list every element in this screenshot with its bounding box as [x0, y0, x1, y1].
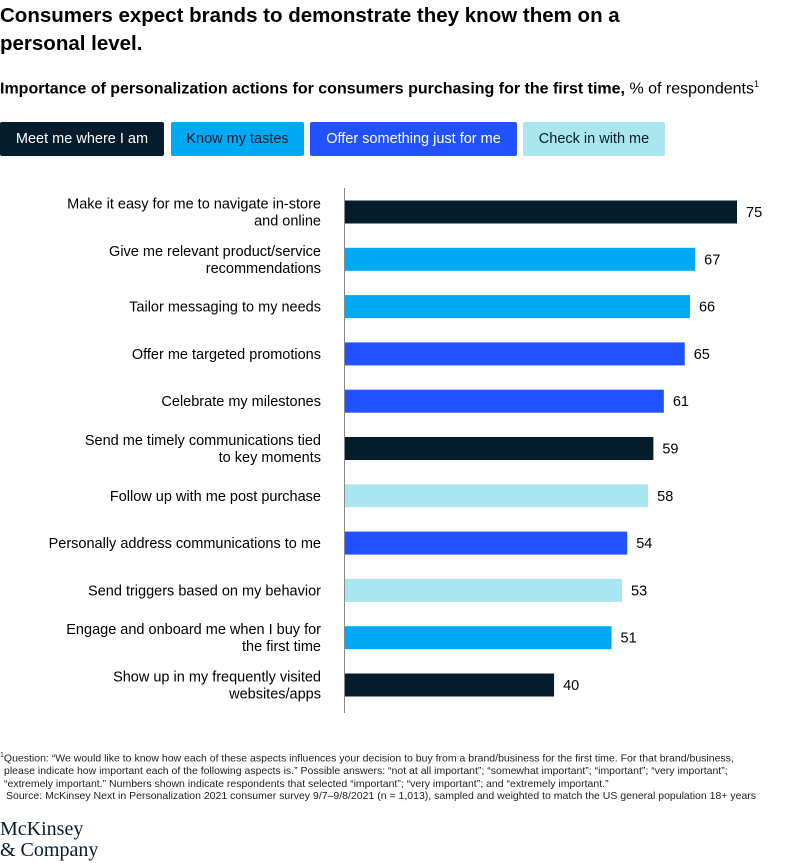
value-label-7: 54: [636, 536, 652, 552]
bar-chart: 75 Make it easy for me to navigate in-sto…: [49, 188, 763, 713]
value-label-4: 61: [673, 394, 689, 410]
category-label-9: Engage and onboard me when I buy for the …: [66, 622, 321, 655]
bar-3: [345, 342, 685, 366]
bar-10: [345, 673, 555, 697]
logo-line-1: McKinsey: [0, 818, 84, 840]
category-label-7: Personally address communications to me: [49, 536, 321, 552]
bar-8: [345, 578, 623, 602]
category-label-4: Celebrate my milestones: [161, 394, 321, 410]
mckinsey-logo: McKinsey & Company: [0, 819, 98, 861]
value-label-10: 40: [563, 678, 579, 694]
chart-subtitle: Importance of personalization actions fo…: [0, 73, 759, 100]
footnote-text-1: Question: “We would like to know how eac…: [3, 752, 734, 765]
value-label-3: 65: [694, 347, 710, 363]
footnote-marker: 1: [0, 752, 4, 759]
legend-item-offer-something: Offer something just for me: [310, 122, 517, 156]
value-label-5: 59: [662, 442, 678, 458]
category-label-2: Tailor messaging to my needs: [129, 300, 321, 316]
legend-item-know-tastes: Know my tastes: [171, 122, 304, 156]
bar-6: [345, 484, 649, 508]
bar-1: [345, 247, 696, 271]
bar-0: [345, 200, 737, 224]
footnote-line-3: “extremely important.” Numbers shown ind…: [4, 777, 609, 790]
category-label-0: Make it easy for me to navigate in-store…: [67, 197, 321, 230]
logo-line-2: & Company: [0, 839, 99, 861]
value-label-6: 58: [657, 489, 673, 505]
category-label-10: Show up in my frequently visited websites…: [113, 670, 321, 703]
subtitle-footnote-marker: 1: [753, 79, 759, 89]
value-label-2: 66: [699, 300, 715, 316]
bar-9: [345, 626, 612, 650]
bars-group: 75 Make it easy for me to navigate in-sto…: [49, 197, 763, 703]
bar-7: [345, 531, 628, 555]
category-label-3: Offer me targeted promotions: [132, 347, 321, 363]
chart-title: Consumers expect brands to demonstrate t…: [0, 4, 620, 55]
category-label-1: Give me relevant product/service recommen…: [109, 244, 321, 277]
legend-item-meet-me: Meet me where I am: [0, 122, 164, 156]
category-label-6: Follow up with me post purchase: [110, 489, 321, 505]
bar-4: [345, 389, 664, 413]
bar-2: [345, 295, 690, 319]
footnote: 1Question: “We would like to know how ea…: [0, 750, 804, 803]
subtitle-unit: % of respondents: [625, 80, 754, 98]
source-line: Source: McKinsey Next in Personalization…: [6, 790, 757, 802]
footnote-line-2: please indicate how important each of th…: [4, 765, 728, 777]
bar-5: [345, 437, 654, 460]
footnote-line-1: 1Question: “We would like to know how ea…: [0, 750, 804, 765]
subtitle-bold: Importance of personalization actions fo…: [0, 80, 625, 98]
category-label-5: Send me timely communications tied to key…: [85, 433, 321, 466]
value-label-8: 53: [631, 583, 647, 599]
legend-item-check-in: Check in with me: [523, 122, 665, 156]
value-label-9: 51: [621, 631, 637, 647]
category-label-8: Send triggers based on my behavior: [88, 583, 321, 599]
value-label-0: 75: [746, 205, 762, 221]
value-label-1: 67: [704, 252, 720, 268]
